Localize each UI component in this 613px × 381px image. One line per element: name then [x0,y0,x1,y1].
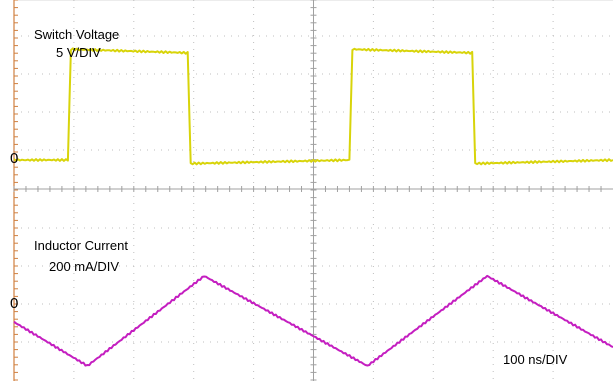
time-scale-label: 100 ns/DIV [503,352,568,367]
inductor-current-scale: 200 mA/DIV [49,259,120,274]
switch-voltage-label: Switch Voltage [34,27,120,42]
switch-voltage-scale: 5 V/DIV [56,45,101,60]
switch-voltage-trace [13,47,613,166]
traces [13,47,613,367]
inductor-current-trace [13,274,613,367]
inductor-current-zero-label: 0 [10,295,19,312]
inductor-current-label: Inductor Current [34,238,128,253]
switch-voltage-zero-label: 0 [10,150,19,167]
graticule [13,0,613,381]
